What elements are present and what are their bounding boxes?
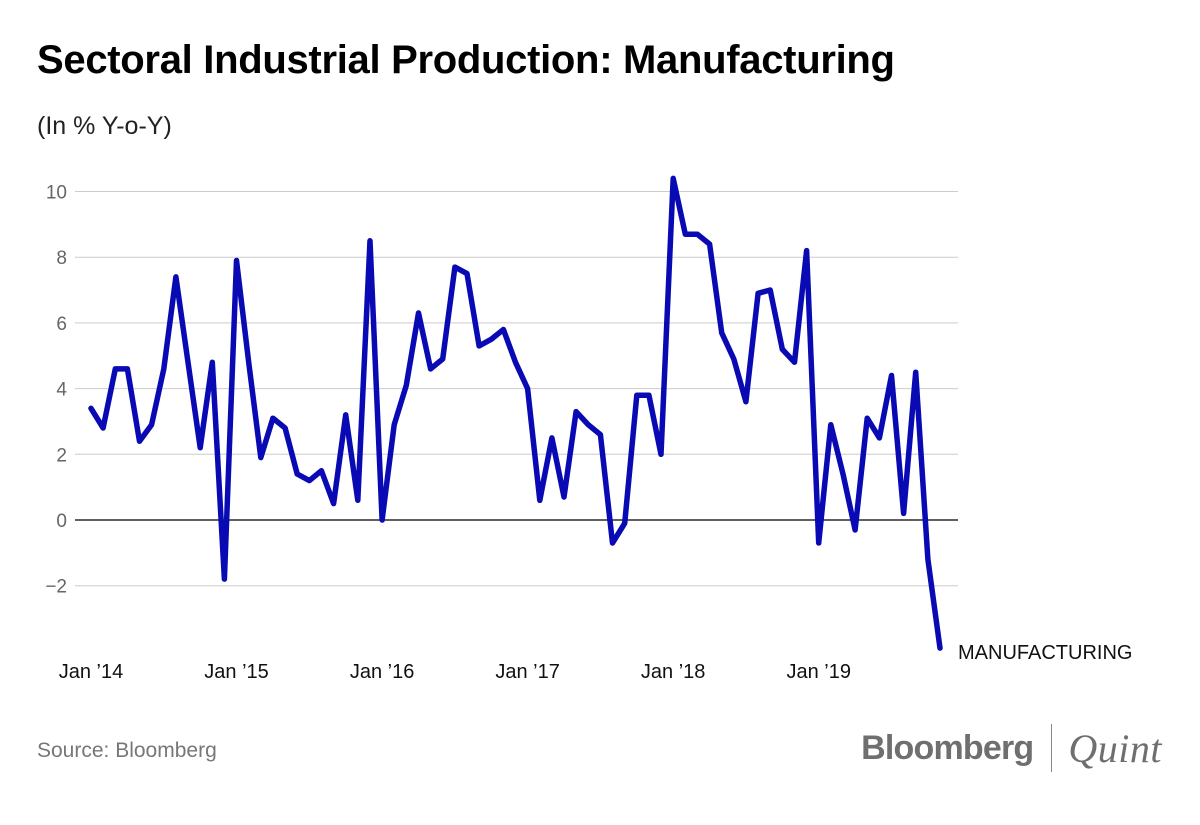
y-tick-label: 4 (56, 380, 67, 401)
x-tick-label: Jan ’17 (495, 661, 560, 683)
bloomberg-wordmark: Bloomberg (861, 728, 1034, 767)
y-axis-ticks: 10 8 6 4 2 0 −2 (45, 183, 67, 598)
series-layer: MANUFACTURING (88, 175, 1132, 664)
source-note: Source: Bloomberg (37, 739, 217, 762)
y-tick-label: 0 (56, 511, 67, 532)
x-tick-label: Jan ’14 (59, 661, 124, 683)
x-axis-ticks: Jan ’14 Jan ’15 Jan ’16 Jan ’17 Jan ’18 Jan ’… (59, 661, 851, 683)
brand-logo: Bloomberg Quint (861, 722, 1162, 774)
quint-wordmark: Quint (1068, 725, 1162, 771)
y-tick-label: 8 (56, 248, 67, 269)
x-tick-label: Jan ’18 (641, 661, 706, 683)
series-label: MANUFACTURING (958, 642, 1132, 664)
y-tick-label: −2 (45, 577, 67, 598)
brand-divider (1051, 724, 1053, 772)
x-tick-label: Jan ’19 (786, 661, 851, 683)
manufacturing-series-line (88, 175, 943, 651)
chart-subtitle: (In % Y-o-Y) (37, 112, 172, 140)
chart-title: Sectoral Industrial Production: Manufact… (37, 38, 895, 82)
x-tick-label: Jan ’16 (350, 661, 415, 683)
y-tick-label: 10 (46, 183, 67, 204)
y-tick-label: 6 (56, 314, 67, 335)
y-tick-label: 2 (56, 445, 67, 466)
x-tick-label: Jan ’15 (204, 661, 269, 683)
